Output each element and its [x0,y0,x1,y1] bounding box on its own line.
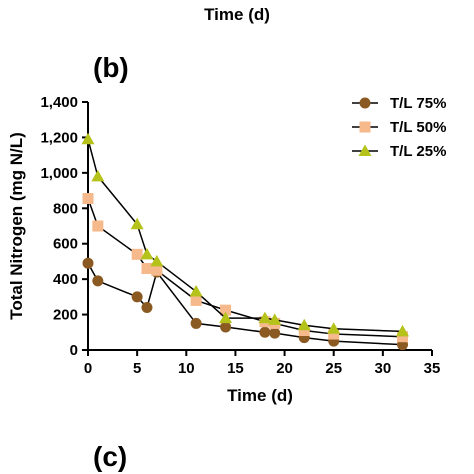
y-tick-label: 1,000 [40,165,78,182]
data-point-0 [259,326,271,338]
data-point-1 [141,263,153,275]
series-line-0 [87,262,403,346]
data-point-2 [396,324,410,337]
x-tick-label: 20 [276,360,293,377]
data-point-1 [82,193,94,205]
legend-marker-1 [359,121,371,133]
data-point-0 [141,301,153,313]
y-tick-label: 600 [53,236,78,253]
data-point-1 [298,325,310,337]
x-tick-label: 25 [325,360,342,377]
data-point-2 [327,322,341,334]
legend-label-2: T/L 25% [390,143,446,160]
data-point-2 [150,254,164,267]
data-point-1 [151,264,163,276]
y-tick-label: 0 [70,342,78,359]
legend-label-1: T/L 50% [390,119,446,136]
panel-label-c: (c) [93,441,128,472]
x-tick-label: 0 [84,360,92,377]
data-point-0 [220,321,232,333]
y-axis-label: Total Nitrogen (mg N/L) [7,132,26,320]
y-tick-label: 1,400 [40,94,78,111]
data-point-2 [268,313,282,325]
y-tick-label: 400 [53,271,78,288]
data-point-2 [219,311,233,324]
data-point-2 [81,132,95,145]
panel-label-b: (b) [93,52,129,83]
y-tick-label: 200 [53,307,78,324]
data-point-1 [131,248,143,260]
data-point-2 [258,311,272,324]
legend-marker-0 [359,97,371,109]
x-tick-label: 35 [424,360,441,377]
data-point-1 [397,331,409,343]
x-tick-label: 10 [178,360,195,377]
series-line-2 [87,139,403,333]
y-tick-label: 1,200 [40,129,78,146]
data-point-1 [190,294,202,306]
x-axis-label: Time (d) [227,386,293,405]
data-point-1 [328,328,340,340]
data-point-1 [92,220,104,232]
data-point-0 [131,291,143,303]
data-point-2 [297,318,311,331]
data-point-1 [220,304,232,316]
x-tick-label: 30 [375,360,392,377]
series-line-1 [87,198,403,338]
y-tick-label: 800 [53,200,78,217]
x-tick-label: 5 [133,360,141,377]
data-point-0 [82,257,94,269]
data-point-0 [92,275,104,287]
legend-marker-2 [358,144,372,156]
data-point-2 [140,247,154,260]
data-point-2 [130,217,144,230]
top-x-axis-label: Time (d) [204,5,270,24]
data-point-2 [91,169,105,182]
legend-label-0: T/L 75% [390,95,446,112]
data-point-2 [189,285,203,297]
data-point-0 [269,327,281,339]
data-point-0 [190,317,202,329]
x-tick-label: 15 [227,360,244,377]
